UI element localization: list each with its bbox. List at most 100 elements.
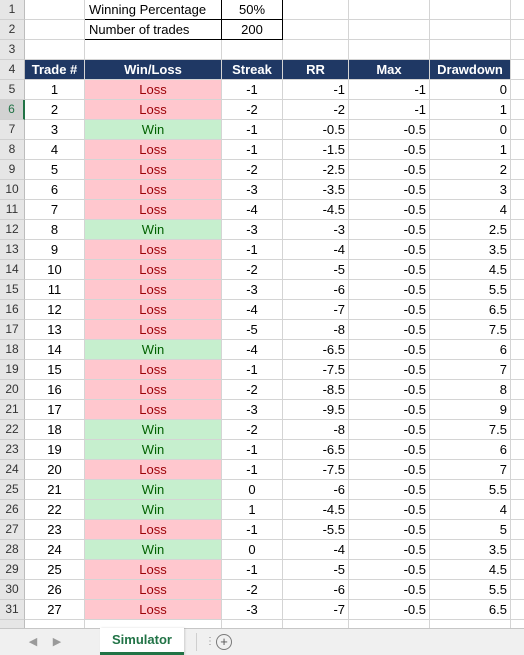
rr-cell[interactable]: -1.5 — [283, 140, 349, 160]
empty-cell[interactable] — [511, 100, 524, 120]
empty-cell[interactable] — [511, 160, 524, 180]
trade-number-cell[interactable]: 19 — [25, 440, 85, 460]
result-cell[interactable]: Loss — [85, 200, 222, 220]
result-cell[interactable]: Win — [85, 540, 222, 560]
trade-number-cell[interactable]: 21 — [25, 480, 85, 500]
streak-cell[interactable]: -2 — [222, 260, 283, 280]
row-header-32[interactable] — [0, 620, 25, 628]
row-header-1[interactable]: 1 — [0, 0, 25, 20]
max-cell[interactable]: -0.5 — [349, 200, 430, 220]
empty-cell[interactable] — [511, 360, 524, 380]
rr-cell[interactable]: -9.5 — [283, 400, 349, 420]
rr-cell[interactable]: -4.5 — [283, 500, 349, 520]
rr-cell[interactable]: -3 — [283, 220, 349, 240]
rr-cell[interactable]: -4.5 — [283, 200, 349, 220]
cell-b2[interactable] — [25, 20, 85, 40]
trade-number-cell[interactable]: 2 — [25, 100, 85, 120]
sheet-tab-simulator[interactable]: Simulator — [100, 628, 184, 655]
result-cell[interactable]: Win — [85, 340, 222, 360]
row-header[interactable]: 10 — [0, 180, 25, 200]
max-cell[interactable]: -0.5 — [349, 580, 430, 600]
cell-h1[interactable] — [511, 0, 524, 20]
rr-cell[interactable]: -6 — [283, 580, 349, 600]
header-streak[interactable]: Streak — [222, 60, 283, 80]
rr-cell[interactable]: -1 — [283, 80, 349, 100]
streak-cell[interactable]: -2 — [222, 380, 283, 400]
row-header[interactable]: 18 — [0, 340, 25, 360]
plus-circle-icon[interactable]: + — [216, 634, 232, 650]
max-cell[interactable]: -0.5 — [349, 460, 430, 480]
streak-cell[interactable]: 0 — [222, 480, 283, 500]
result-cell[interactable]: Loss — [85, 240, 222, 260]
drawdown-cell[interactable]: 5 — [430, 520, 511, 540]
empty-cell[interactable] — [511, 500, 524, 520]
empty-cell[interactable] — [511, 600, 524, 620]
cell-e1[interactable] — [283, 0, 349, 20]
streak-cell[interactable]: -2 — [222, 160, 283, 180]
max-cell[interactable]: -0.5 — [349, 300, 430, 320]
cell-e32[interactable] — [283, 620, 349, 628]
max-cell[interactable]: -0.5 — [349, 560, 430, 580]
spreadsheet-grid[interactable]: 1 Winning Percentage 50% 2 Number of tra… — [0, 0, 524, 628]
trade-number-cell[interactable]: 20 — [25, 460, 85, 480]
trade-number-cell[interactable]: 8 — [25, 220, 85, 240]
header-max[interactable]: Max — [349, 60, 430, 80]
row-header[interactable]: 15 — [0, 280, 25, 300]
row-header[interactable]: 29 — [0, 560, 25, 580]
row-header-4[interactable]: 4 — [0, 60, 25, 80]
empty-cell[interactable] — [511, 540, 524, 560]
max-cell[interactable]: -1 — [349, 80, 430, 100]
rr-cell[interactable]: -0.5 — [283, 120, 349, 140]
row-header[interactable]: 22 — [0, 420, 25, 440]
trade-number-cell[interactable]: 18 — [25, 420, 85, 440]
max-cell[interactable]: -0.5 — [349, 380, 430, 400]
rr-cell[interactable]: -5.5 — [283, 520, 349, 540]
cell-g3[interactable] — [430, 40, 511, 60]
empty-cell[interactable] — [511, 560, 524, 580]
trade-number-cell[interactable]: 1 — [25, 80, 85, 100]
drawdown-cell[interactable]: 1 — [430, 100, 511, 120]
row-header[interactable]: 11 — [0, 200, 25, 220]
max-cell[interactable]: -0.5 — [349, 180, 430, 200]
chevron-right-icon[interactable]: ▶ — [52, 636, 62, 648]
row-header[interactable]: 12 — [0, 220, 25, 240]
drawdown-cell[interactable]: 2 — [430, 160, 511, 180]
empty-cell[interactable] — [511, 480, 524, 500]
empty-cell[interactable] — [511, 460, 524, 480]
drawdown-cell[interactable]: 9 — [430, 400, 511, 420]
max-cell[interactable]: -0.5 — [349, 420, 430, 440]
empty-cell[interactable] — [511, 140, 524, 160]
streak-cell[interactable]: 0 — [222, 540, 283, 560]
header-rr[interactable]: RR — [283, 60, 349, 80]
drawdown-cell[interactable]: 0 — [430, 80, 511, 100]
result-cell[interactable]: Loss — [85, 520, 222, 540]
empty-cell[interactable] — [511, 220, 524, 240]
result-cell[interactable]: Loss — [85, 140, 222, 160]
empty-cell[interactable] — [511, 240, 524, 260]
row-header[interactable]: 17 — [0, 320, 25, 340]
row-header[interactable]: 28 — [0, 540, 25, 560]
empty-cell[interactable] — [511, 580, 524, 600]
drawdown-cell[interactable]: 7 — [430, 460, 511, 480]
result-cell[interactable]: Loss — [85, 280, 222, 300]
max-cell[interactable]: -1 — [349, 100, 430, 120]
empty-cell[interactable] — [511, 280, 524, 300]
max-cell[interactable]: -0.5 — [349, 340, 430, 360]
streak-cell[interactable]: -1 — [222, 440, 283, 460]
empty-cell[interactable] — [511, 380, 524, 400]
cell-e2[interactable] — [283, 20, 349, 40]
trade-number-cell[interactable]: 15 — [25, 360, 85, 380]
cell-g32[interactable] — [430, 620, 511, 628]
streak-cell[interactable]: -5 — [222, 320, 283, 340]
max-cell[interactable]: -0.5 — [349, 160, 430, 180]
row-header[interactable]: 31 — [0, 600, 25, 620]
trade-number-cell[interactable]: 13 — [25, 320, 85, 340]
max-cell[interactable]: -0.5 — [349, 600, 430, 620]
win-pct-label[interactable]: Winning Percentage — [85, 0, 222, 20]
empty-cell[interactable] — [511, 440, 524, 460]
max-cell[interactable]: -0.5 — [349, 440, 430, 460]
drawdown-cell[interactable]: 5.5 — [430, 580, 511, 600]
drawdown-cell[interactable]: 6 — [430, 440, 511, 460]
trade-number-cell[interactable]: 22 — [25, 500, 85, 520]
rr-cell[interactable]: -7.5 — [283, 360, 349, 380]
